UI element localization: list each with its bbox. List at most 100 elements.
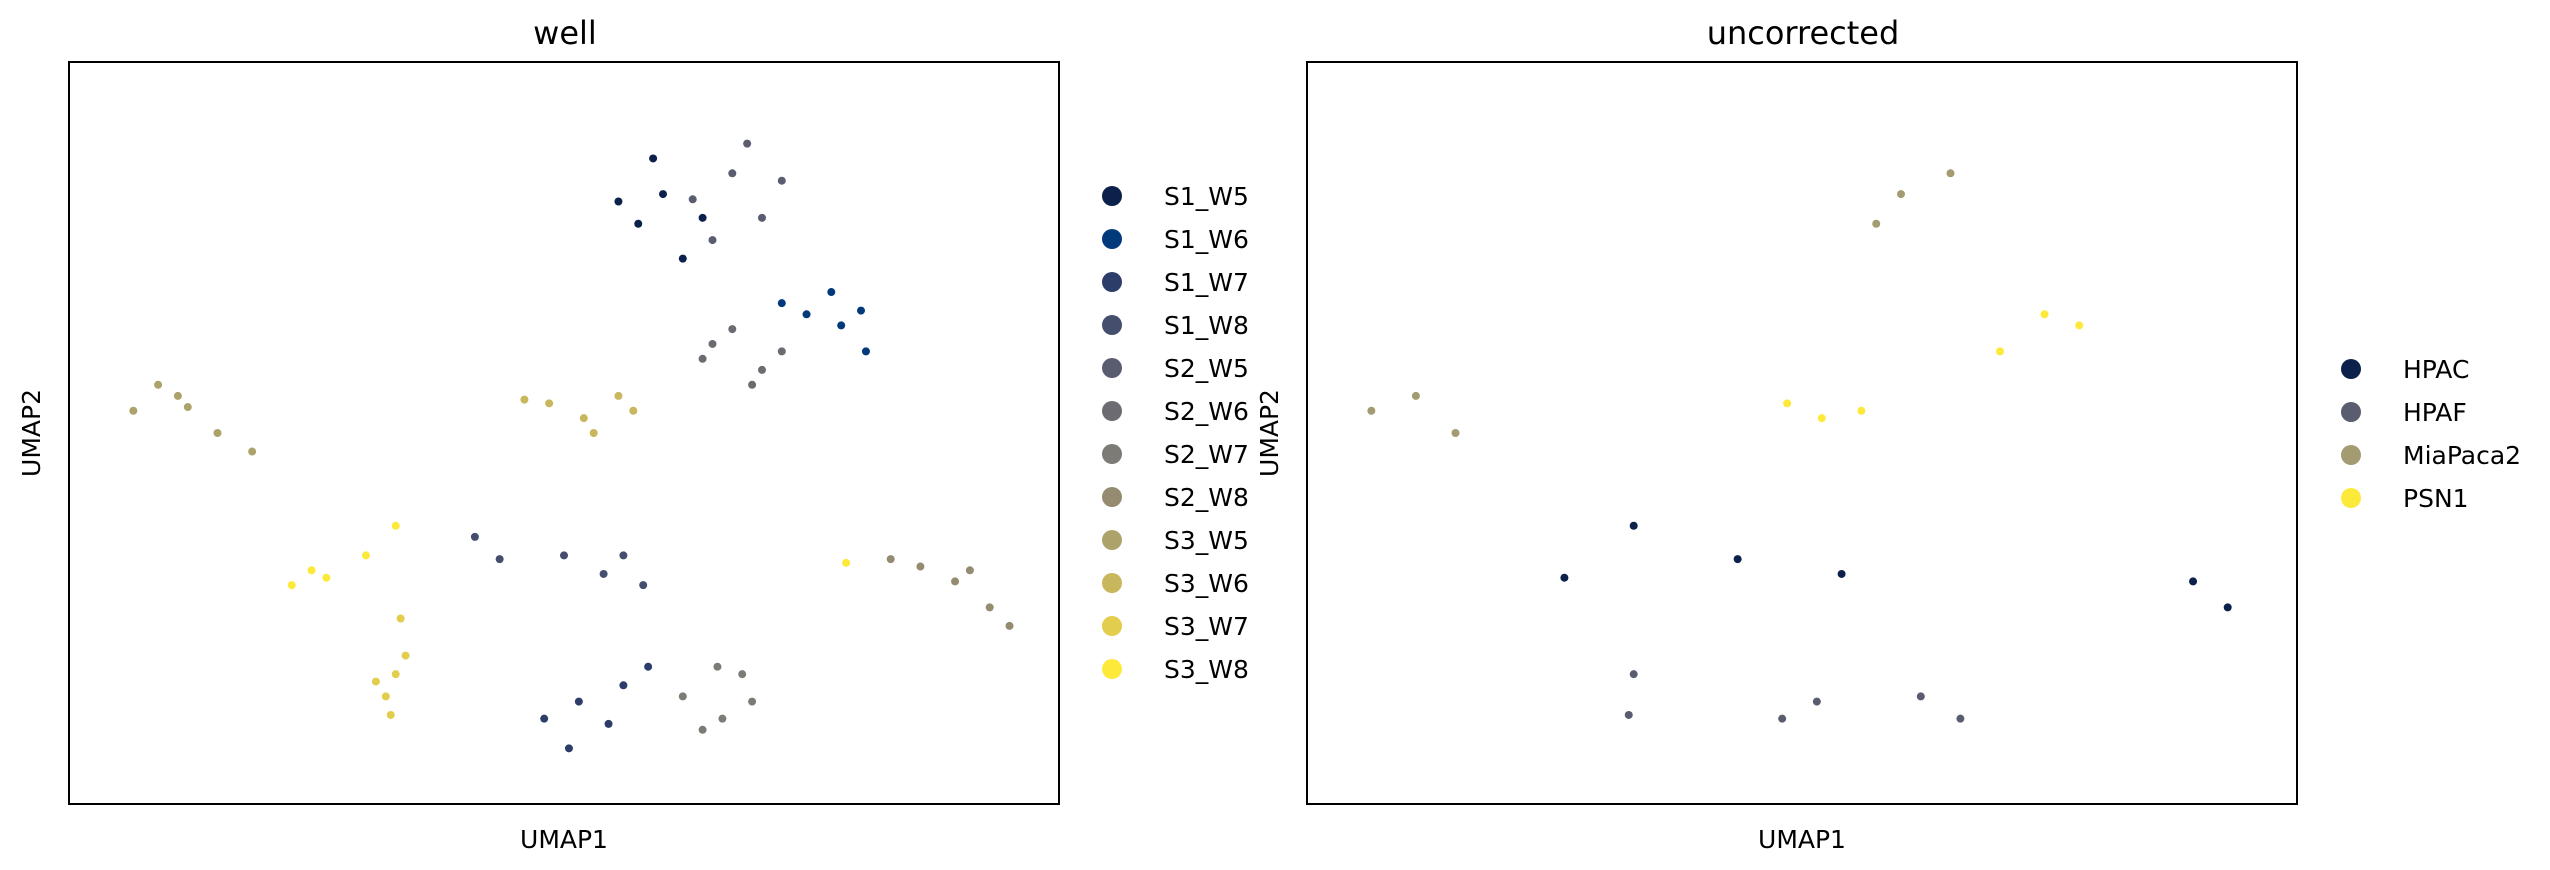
legend-label-PSN1: PSN1	[2403, 484, 2469, 513]
legend: S1_W5S1_W6S1_W7S1_W8S2_W5S2_W6S2_W7S2_W8…	[1102, 182, 1249, 684]
point-S1_W7-1	[540, 715, 548, 723]
point-S3_W8-0	[322, 574, 330, 582]
legend-label-HPAF: HPAF	[2403, 398, 2467, 427]
point-S1_W6-5	[857, 307, 865, 315]
point-S3_W7-0	[392, 670, 400, 678]
point-S3_W6-5	[520, 396, 528, 404]
point-S2_W8-5	[966, 566, 974, 574]
point-S1_W8-0	[496, 555, 504, 563]
point-PSN1-0	[2041, 310, 2049, 318]
point-S1_W5-0	[659, 190, 667, 198]
point-HPAF-2	[1917, 692, 1925, 700]
point-S1_W7-4	[605, 720, 613, 728]
point-S2_W8-3	[1006, 622, 1014, 630]
point-S2_W8-4	[887, 555, 895, 563]
legend-label-S3_W7: S3_W7	[1164, 612, 1249, 641]
legend-label-S1_W5: S1_W5	[1164, 182, 1249, 211]
panel-uncorrected: uncorrected UMAP1 UMAP2 HPAC HPAF MiaPaca2…	[1255, 14, 2521, 854]
point-S1_W8-4	[471, 533, 479, 541]
point-S2_W5-3	[709, 236, 717, 244]
point-S3_W6-4	[629, 407, 637, 415]
legend-label-S2_W8: S2_W8	[1164, 483, 1249, 512]
point-MiaPaca2-2	[1872, 220, 1880, 228]
point-HPAC-1	[1838, 570, 1846, 578]
legend-label-S1_W8: S1_W8	[1164, 311, 1249, 340]
point-HPAF-3	[1956, 715, 1964, 723]
point-MiaPaca2-0	[1897, 190, 1905, 198]
x-axis-label: UMAP1	[520, 825, 608, 854]
y-axis-label: UMAP2	[17, 389, 46, 477]
panel-title: well	[533, 14, 597, 52]
point-S3_W5-1	[174, 392, 182, 400]
point-S1_W8-2	[560, 551, 568, 559]
point-HPAF-0	[1813, 698, 1821, 706]
point-S1_W7-3	[565, 744, 573, 752]
point-S2_W8-2	[916, 563, 924, 571]
point-HPAF-4	[1630, 670, 1638, 678]
point-S2_W6-3	[778, 347, 786, 355]
point-S2_W8-1	[986, 603, 994, 611]
legend-marker-S1_W6	[1102, 229, 1122, 249]
legend-label-S3_W5: S3_W5	[1164, 526, 1249, 555]
legend-marker-S3_W5	[1102, 530, 1122, 550]
legend-label-S1_W7: S1_W7	[1164, 268, 1249, 297]
point-S2_W5-0	[689, 195, 697, 203]
point-S2_W6-5	[699, 355, 707, 363]
point-S2_W5-4	[743, 140, 751, 148]
point-HPAC-0	[1734, 555, 1742, 563]
point-S1_W5-5	[699, 214, 707, 222]
panel-title: uncorrected	[1707, 14, 1900, 52]
point-S2_W7-4	[738, 670, 746, 678]
point-S1_W5-3	[614, 197, 622, 205]
point-S3_W6-0	[580, 414, 588, 422]
legend-marker-S1_W7	[1102, 272, 1122, 292]
point-S1_W8-3	[639, 581, 647, 589]
point-S2_W7-5	[713, 663, 721, 671]
point-S3_W6-1	[614, 392, 622, 400]
point-S2_W6-1	[758, 366, 766, 374]
point-S2_W6-0	[728, 325, 736, 333]
point-S2_W7-1	[718, 715, 726, 723]
legend-marker-HPAC	[2341, 359, 2361, 379]
legend-marker-PSN1	[2341, 488, 2361, 508]
legend: HPAC HPAF MiaPaca2 PSN1	[2341, 355, 2521, 513]
y-axis-label: UMAP2	[1255, 389, 1284, 477]
point-S2_W5-2	[758, 214, 766, 222]
point-S3_W5-4	[184, 403, 192, 411]
panel-well: well UMAP1 UMAP2 S1_W5 S1_W6 S1_W7 S1_W8 S2_…	[17, 14, 1249, 854]
scatter-points	[129, 140, 1013, 753]
point-S3_W5-2	[214, 429, 222, 437]
point-S3_W6-2	[545, 399, 553, 407]
point-HPAC-2	[1560, 574, 1568, 582]
point-S3_W8-5	[842, 559, 850, 567]
point-S3_W8-2	[362, 551, 370, 559]
legend-marker-MiaPaca2	[2341, 445, 2361, 465]
point-PSN1-3	[1818, 414, 1826, 422]
point-S3_W5-0	[129, 407, 137, 415]
point-S2_W6-4	[748, 381, 756, 389]
legend-label-S2_W7: S2_W7	[1164, 440, 1249, 469]
point-PSN1-4	[1783, 399, 1791, 407]
legend-label-S3_W6: S3_W6	[1164, 569, 1249, 598]
point-S1_W6-3	[827, 288, 835, 296]
point-HPAF-1	[1778, 715, 1786, 723]
legend-label-S2_W6: S2_W6	[1164, 397, 1249, 426]
x-axis-label: UMAP1	[1758, 825, 1846, 854]
point-S1_W8-1	[600, 570, 608, 578]
point-S1_W6-0	[803, 310, 811, 318]
point-S1_W8-5	[619, 551, 627, 559]
point-S3_W5-3	[248, 448, 256, 456]
point-S3_W8-4	[308, 566, 316, 574]
legend-marker-S2_W8	[1102, 487, 1122, 507]
point-HPAF-5	[1625, 711, 1633, 719]
point-S1_W5-2	[679, 255, 687, 263]
point-S1_W7-5	[644, 663, 652, 671]
point-HPAC-5	[2224, 603, 2232, 611]
legend-marker-S2_W5	[1102, 358, 1122, 378]
point-S2_W7-2	[748, 698, 756, 706]
point-MiaPaca2-4	[1412, 392, 1420, 400]
point-S1_W5-1	[634, 220, 642, 228]
point-S1_W7-0	[575, 698, 583, 706]
legend-label-MiaPaca2: MiaPaca2	[2403, 441, 2521, 470]
